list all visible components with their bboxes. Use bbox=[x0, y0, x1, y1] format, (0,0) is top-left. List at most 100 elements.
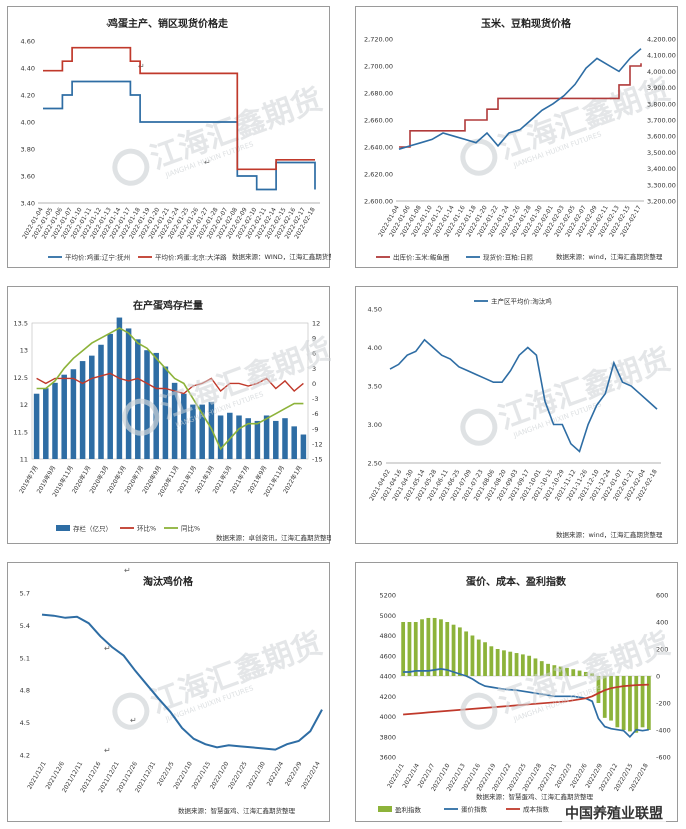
profit-bar bbox=[533, 658, 538, 676]
chart-panel-egg-prices: 鸡蛋主产、销区现货价格走 ↵ ↵ ↵ 江海汇鑫期货 JIANGHAI HUIXIN FUT… bbox=[7, 6, 331, 268]
chart-title: 玉米、豆粕现货价格 bbox=[481, 17, 572, 30]
profit-bar bbox=[432, 617, 437, 676]
x-tick-label: 2022/1/30 bbox=[245, 760, 267, 790]
y-tick-label: 2,660.00 bbox=[364, 117, 393, 125]
inventory-bar bbox=[33, 393, 40, 459]
chart-title: 蛋价、成本、盈利指数 bbox=[466, 575, 567, 588]
profit-bar bbox=[590, 673, 595, 676]
watermark-logo-icon bbox=[460, 692, 498, 730]
p4-svg: 主产区平均价:淘汰鸡 2.50 3.00 3.50 4.00 4.50 江海汇鑫期货JIAN… bbox=[368, 297, 675, 540]
y2-tick-label: 0 bbox=[656, 673, 660, 681]
y2-tick-label: -3 bbox=[312, 395, 318, 403]
profit-bar bbox=[596, 676, 601, 703]
watermark-logo-icon bbox=[460, 138, 498, 176]
y-tick-label: 5.1 bbox=[20, 654, 30, 662]
x-tick-label: 2022/2/4 bbox=[266, 760, 286, 787]
y-tick-label: 4400 bbox=[379, 673, 396, 681]
profit-bar bbox=[634, 676, 639, 733]
profit-bar bbox=[640, 676, 645, 728]
inventory-bar bbox=[190, 404, 196, 459]
series-line-2 bbox=[43, 46, 315, 171]
watermark-logo-icon bbox=[112, 692, 150, 730]
price-index-line bbox=[403, 668, 649, 739]
y-tick-label: 4.60 bbox=[21, 38, 35, 46]
profit-bar bbox=[401, 622, 406, 676]
return-mark: ↵ bbox=[104, 746, 111, 755]
inventory-bar bbox=[116, 317, 123, 459]
plot-area bbox=[31, 322, 309, 460]
profit-bar bbox=[502, 650, 506, 676]
inventory-bar bbox=[300, 434, 307, 459]
legend-series-1: 主产区平均价:淘汰鸡 bbox=[491, 297, 552, 306]
y2-tick-label: -200 bbox=[656, 700, 671, 708]
legend-profit-swatch bbox=[378, 806, 392, 812]
y2-tick-label: 3,300.00 bbox=[647, 181, 676, 189]
watermark-text: 江海汇鑫期货 bbox=[156, 332, 331, 426]
inventory-bar bbox=[70, 369, 77, 459]
legend-profit: 盈利指数 bbox=[395, 805, 422, 814]
y-tick-label: 4800 bbox=[379, 632, 396, 640]
y-tick-label: 4200 bbox=[379, 693, 396, 701]
profit-bar bbox=[426, 617, 431, 676]
source-note: 数据来源：wind，江海汇鑫期货整理 bbox=[556, 530, 663, 539]
chart-panel-price-cost-profit: 蛋价、成本、盈利指数 3600 3800 4000 4200 4400 4600 4800 50… bbox=[355, 562, 678, 822]
y2-tick-label: 6 bbox=[312, 350, 316, 358]
profit-bar bbox=[539, 661, 544, 676]
y-tick-label: 2,720.00 bbox=[364, 36, 393, 44]
inventory-bar bbox=[291, 426, 297, 459]
p5-svg: 淘汰鸡价格 ↵ ↵ ↵ ↵ 4.2 4.5 4.8 5.1 5.4 5.7 江海汇鑫期货JIANGHA… bbox=[20, 566, 327, 815]
y-tick-label: 4.2 bbox=[20, 752, 30, 760]
y-tick-label: 11.5 bbox=[14, 428, 28, 436]
profit-bar bbox=[609, 676, 613, 721]
legend-series-1: 平均价:鸡蛋:辽宁:抚州 bbox=[65, 253, 130, 262]
y2-tick-label: -12 bbox=[312, 440, 323, 448]
profit-bar bbox=[439, 619, 443, 676]
inventory-bar bbox=[153, 352, 159, 459]
inventory-bar bbox=[98, 344, 104, 459]
y-tick-label: 2,700.00 bbox=[364, 63, 393, 71]
legend-price: 蛋价指数 bbox=[461, 805, 488, 814]
profit-bar bbox=[508, 651, 513, 676]
chart-title: 在产蛋鸡存栏量 bbox=[133, 299, 203, 312]
inventory-bar bbox=[61, 374, 67, 459]
p3-svg: 在产蛋鸡存栏量 11 11.5 12 12.5 13 13.5 12 9 6 3 0 -3 -6 -9 -12… bbox=[14, 299, 331, 542]
profit-bar bbox=[558, 666, 563, 676]
watermark-logo-icon bbox=[122, 398, 160, 436]
y2-tick-label: -9 bbox=[312, 425, 318, 433]
x-tick-label: 2022/2/14 bbox=[300, 760, 322, 790]
profit-bar bbox=[413, 622, 418, 676]
inventory-bar bbox=[125, 328, 132, 459]
y-tick-label: 3.00 bbox=[368, 421, 382, 429]
profit-bar bbox=[489, 646, 494, 676]
y-tick-label: 3600 bbox=[379, 754, 396, 762]
y-tick-label: 11 bbox=[20, 456, 28, 464]
return-mark: ↵ bbox=[130, 716, 137, 725]
inventory-bar bbox=[199, 404, 205, 459]
y2-tick-label: 3,900.00 bbox=[647, 84, 676, 92]
inventory-bar bbox=[107, 333, 113, 459]
profit-bar bbox=[602, 676, 607, 718]
y-tick-label: 4.00 bbox=[368, 344, 382, 352]
profit-bar bbox=[527, 655, 532, 676]
chart-panel-corn-soymeal: 玉米、豆粕现货价格江海汇鑫期货 JIANGHAI HUIXIN FUTURES 2,… bbox=[355, 6, 678, 268]
y-tick-label: 3.80 bbox=[21, 146, 35, 154]
profit-bar bbox=[546, 663, 550, 676]
y-tick-label: 12 bbox=[20, 401, 28, 409]
inventory-bar bbox=[52, 382, 58, 459]
profit-bar bbox=[571, 669, 576, 676]
y2-tick-label: 3,200.00 bbox=[647, 198, 676, 206]
y2-tick-label: 12 bbox=[312, 320, 320, 328]
y-tick-label: 4.20 bbox=[21, 92, 35, 100]
return-mark: ↵ bbox=[106, 20, 113, 29]
footer-brand: 中国养殖业联盟 bbox=[562, 803, 666, 823]
return-mark: ↵ bbox=[104, 644, 111, 653]
series-line-1 bbox=[389, 338, 658, 453]
profit-bar bbox=[520, 654, 525, 676]
inventory-bar bbox=[263, 415, 270, 459]
y2-tick-label: -400 bbox=[656, 727, 671, 735]
profit-bar bbox=[451, 624, 456, 676]
